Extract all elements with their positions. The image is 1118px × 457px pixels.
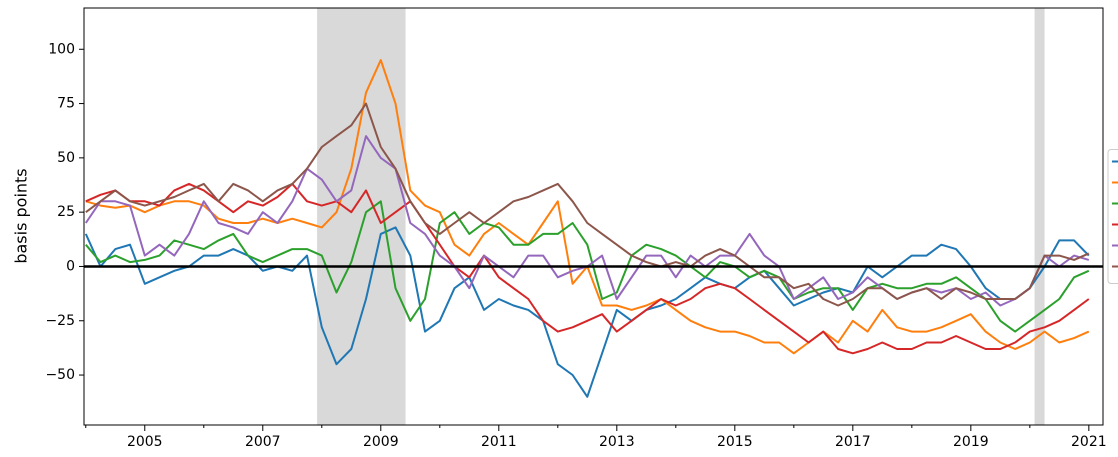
x-tick-label: 2021 [1071,434,1107,450]
y-tick-label: 50 [57,150,75,166]
x-tick-label: 2019 [953,434,989,450]
recession-shade [317,8,406,425]
series-line [84,135,1090,307]
x-tick-label: 2005 [127,434,163,450]
x-tick-label: 2007 [245,434,281,450]
y-tick-label: 100 [48,41,75,57]
x-tick-label: 2017 [835,434,871,450]
series-line [84,226,1090,398]
legend-box [1107,149,1118,284]
y-tick-label: −25 [45,313,75,329]
series-line [85,59,1090,355]
y-axis-label: basis points [12,168,31,263]
plot-frame [83,7,1104,426]
x-tick-label: 2009 [363,434,399,450]
y-tick-label: −50 [45,367,75,383]
x-tick-label: 2013 [599,434,635,450]
x-tick-label: 2011 [481,434,517,450]
series-line [85,182,1090,355]
series-line [85,200,1090,333]
y-tick-label: 0 [66,258,75,274]
series-line [85,102,1090,307]
y-tick-label: 75 [57,96,75,112]
x-tick-label: 2015 [717,434,753,450]
y-tick-label: 25 [57,204,75,220]
recession-shade [1034,8,1045,425]
